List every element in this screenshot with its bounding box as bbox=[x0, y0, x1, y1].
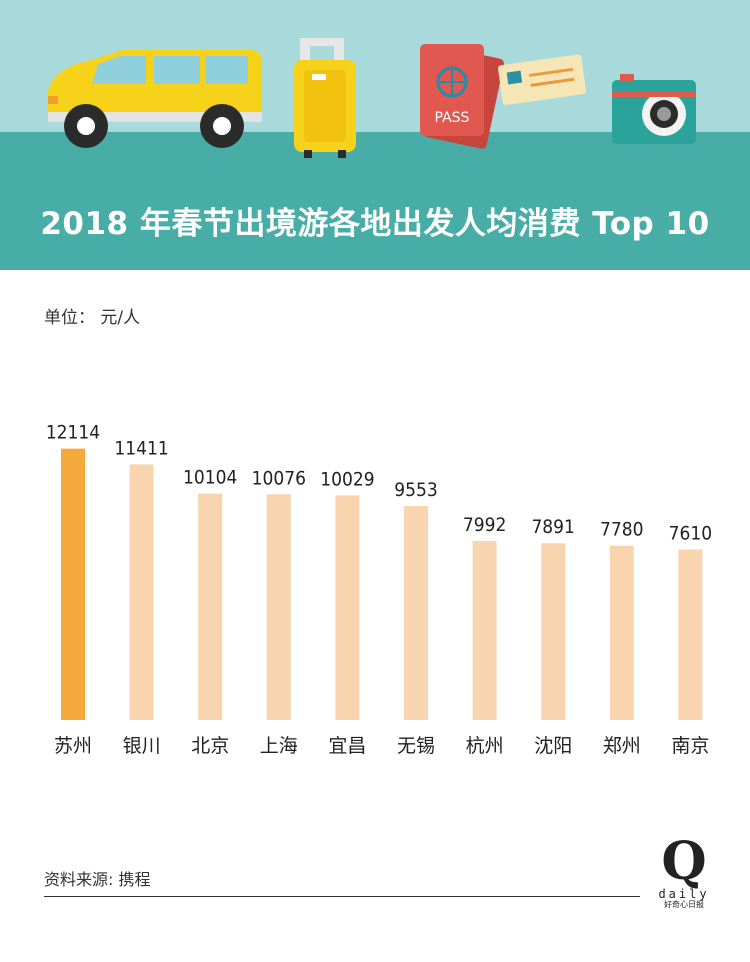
bar-0 bbox=[61, 448, 85, 720]
bar-chart: 12114 苏州 11411 银川 10104 北京 10076 上海 10029 宜昌 9553 无… bbox=[46, 422, 713, 757]
category-label-4: 宜昌 bbox=[328, 735, 366, 757]
value-label-3: 10076 bbox=[252, 467, 306, 489]
value-label-8: 7780 bbox=[600, 519, 644, 541]
logo-word: daily bbox=[658, 887, 710, 901]
bar-1 bbox=[129, 464, 154, 720]
bar-8 bbox=[609, 545, 634, 720]
category-label-3: 上海 bbox=[260, 735, 298, 757]
source-label: 资料来源: 携程 bbox=[44, 870, 151, 889]
category-label-8: 郑州 bbox=[603, 735, 641, 757]
category-label-6: 杭州 bbox=[466, 735, 504, 757]
chart-title: 2018 年春节出境游各地出发人均消费 Top 10 bbox=[40, 206, 710, 242]
value-label-7: 7891 bbox=[531, 516, 575, 538]
bar-9 bbox=[678, 549, 703, 720]
value-label-9: 7610 bbox=[669, 523, 713, 545]
van-icon bbox=[48, 50, 262, 148]
qdaily-logo: Q daily 好奇心日报 bbox=[654, 836, 714, 918]
suitcase-icon bbox=[294, 38, 356, 158]
category-label-0: 苏州 bbox=[54, 735, 92, 757]
category-label-5: 无锡 bbox=[397, 735, 435, 757]
bar-6 bbox=[472, 540, 497, 720]
passport-icon: PASS bbox=[420, 44, 504, 149]
value-label-4: 10029 bbox=[320, 468, 374, 490]
bar-3 bbox=[266, 494, 291, 720]
value-label-6: 7992 bbox=[463, 514, 507, 536]
value-label-1: 11411 bbox=[114, 437, 168, 459]
logo-cn: 好奇心日报 bbox=[664, 900, 704, 909]
unit-label: 单位： 元/人 bbox=[44, 308, 141, 328]
category-label-9: 南京 bbox=[671, 735, 709, 757]
category-label-7: 沈阳 bbox=[534, 735, 572, 757]
bar-2 bbox=[198, 493, 223, 720]
camera-icon bbox=[612, 74, 696, 144]
bar-4 bbox=[335, 495, 360, 720]
category-label-1: 银川 bbox=[123, 735, 161, 757]
footer-divider bbox=[44, 896, 640, 897]
value-label-0: 12114 bbox=[46, 422, 100, 444]
svg-text:PASS: PASS bbox=[435, 110, 470, 126]
logo-mark: Q bbox=[661, 831, 707, 892]
bar-5 bbox=[404, 506, 428, 720]
header-banner: PASS 2018 年春节出境游各地出发人均消费 Top 10 bbox=[0, 0, 750, 270]
value-label-2: 10104 bbox=[183, 467, 237, 489]
ticket-icon bbox=[497, 54, 586, 105]
value-label-5: 9553 bbox=[394, 479, 438, 501]
category-label-2: 北京 bbox=[191, 735, 229, 757]
bar-7 bbox=[541, 543, 566, 720]
header-illustration: PASS bbox=[0, 0, 750, 270]
